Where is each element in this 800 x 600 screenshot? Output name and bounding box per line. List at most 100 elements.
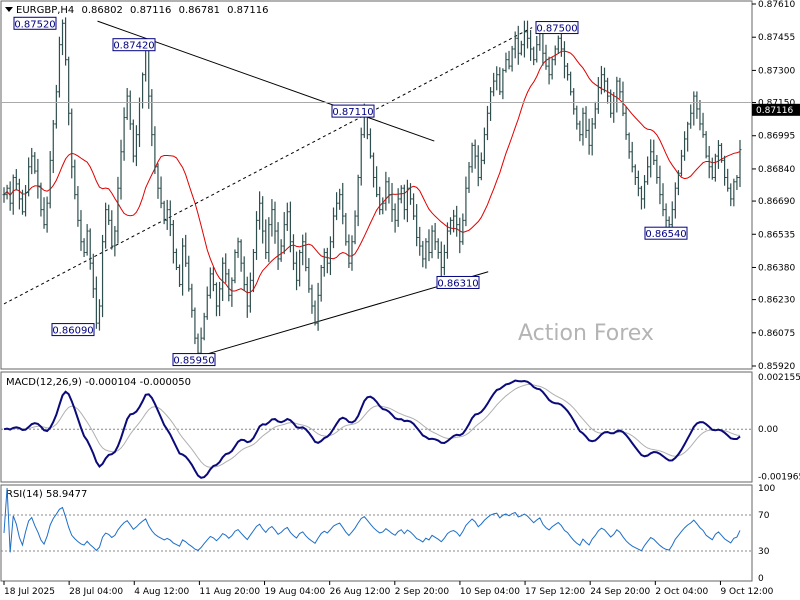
price-bar <box>119 139 123 200</box>
price-bar <box>482 127 486 165</box>
price-bar <box>408 183 412 205</box>
price-bar <box>729 183 733 207</box>
price-bar <box>113 226 117 257</box>
price-bar <box>516 25 520 65</box>
price-bar <box>658 165 662 205</box>
svg-text:0.86540: 0.86540 <box>645 229 686 240</box>
price-bar <box>593 101 597 129</box>
price-bar <box>8 181 12 211</box>
price-bar <box>510 45 514 72</box>
price-bar <box>529 30 533 61</box>
svg-text:0.87110: 0.87110 <box>332 107 373 118</box>
triangle-down-icon <box>5 7 13 12</box>
price-bar <box>181 238 185 296</box>
price-bar <box>526 20 530 49</box>
price-bar <box>282 212 286 255</box>
price-bar <box>405 179 409 223</box>
price-bar <box>239 239 243 272</box>
price-bar <box>325 247 329 274</box>
price-bar <box>338 188 342 210</box>
price-bar <box>707 145 711 179</box>
price-bar <box>159 176 163 209</box>
svg-text:0.87520: 0.87520 <box>14 19 55 30</box>
price-bar <box>316 282 320 331</box>
price-bar <box>686 121 690 152</box>
price-bar <box>716 140 720 169</box>
price-bar <box>587 118 591 155</box>
macd-signal-line <box>3 383 741 468</box>
price-bar <box>372 152 376 188</box>
price-bar <box>82 238 86 258</box>
price-bar <box>692 91 696 126</box>
price-bar <box>489 87 493 121</box>
level-label: 0.87500 <box>535 21 579 35</box>
rsi-tick-label: 0 <box>758 574 764 584</box>
price-bar <box>726 168 730 192</box>
price-bar <box>547 56 551 85</box>
price-bar <box>258 191 262 230</box>
level-label: 0.86310 <box>436 275 480 289</box>
level-label: 0.87420 <box>112 38 156 52</box>
price-bar <box>230 277 234 307</box>
y-tick-label: 0.87300 <box>758 66 795 76</box>
price-bar <box>211 266 215 292</box>
price-bar <box>368 128 372 159</box>
price-bar <box>359 127 363 186</box>
ohlc-open: 0.86802 <box>81 5 122 16</box>
price-bar <box>473 139 477 169</box>
price-bar <box>42 197 46 229</box>
y-tick-label: 0.86535 <box>758 230 795 240</box>
price-bar <box>91 253 95 298</box>
y-tick-label: 0.86995 <box>758 132 795 142</box>
price-bar <box>375 166 379 198</box>
price-bar <box>110 210 114 250</box>
price-bar <box>390 182 394 222</box>
macd-tick-label: 0.002155 <box>758 373 800 383</box>
x-tick-label: 26 Aug 12:00 <box>330 587 391 597</box>
price-bar <box>664 203 668 231</box>
macd-axis: 0.002155 0.00 -0.001965 <box>758 373 800 483</box>
price-bar <box>150 89 154 147</box>
ohlc-high: 0.87116 <box>130 5 171 16</box>
price-bar <box>578 120 582 142</box>
level-label: 0.87110 <box>331 104 375 118</box>
price-bar <box>279 239 283 262</box>
price-bar <box>639 185 643 210</box>
price-bar <box>596 77 600 114</box>
price-bar <box>643 175 647 209</box>
x-tick-label: 24 Sep 20:00 <box>590 587 650 597</box>
price-bar <box>646 156 650 185</box>
level-label: 0.86540 <box>644 226 688 240</box>
price-bar <box>298 249 302 287</box>
price-bar <box>661 183 665 217</box>
price-bar <box>581 107 585 146</box>
price-bar <box>45 196 49 233</box>
price-bar <box>458 217 462 254</box>
x-tick-label: 9 Oct 12:00 <box>720 587 773 597</box>
rsi-tick-label: 70 <box>758 511 770 521</box>
price-bar <box>464 176 468 227</box>
price-bar <box>735 175 739 190</box>
price-bar <box>193 307 197 345</box>
price-bar <box>162 200 166 225</box>
price-bar <box>322 248 326 277</box>
price-bar <box>704 131 708 159</box>
price-bar <box>104 202 108 249</box>
current-price-label: 0.87116 <box>756 106 793 116</box>
price-bar <box>402 184 406 220</box>
price-bar <box>522 20 526 58</box>
x-tick-label: 11 Aug 20:00 <box>199 587 260 597</box>
price-bar <box>356 174 360 227</box>
price-bar <box>713 153 717 182</box>
price-bar <box>131 119 135 163</box>
macd-panel <box>0 371 753 483</box>
price-bar <box>350 235 354 271</box>
price-bar <box>599 65 603 95</box>
price-bar <box>264 219 268 260</box>
price-bar <box>698 100 702 131</box>
price-bar <box>498 67 502 95</box>
price-bar <box>224 253 228 283</box>
ohlc-low: 0.86781 <box>179 5 220 16</box>
price-bar <box>485 105 489 141</box>
price-bar <box>54 84 58 129</box>
